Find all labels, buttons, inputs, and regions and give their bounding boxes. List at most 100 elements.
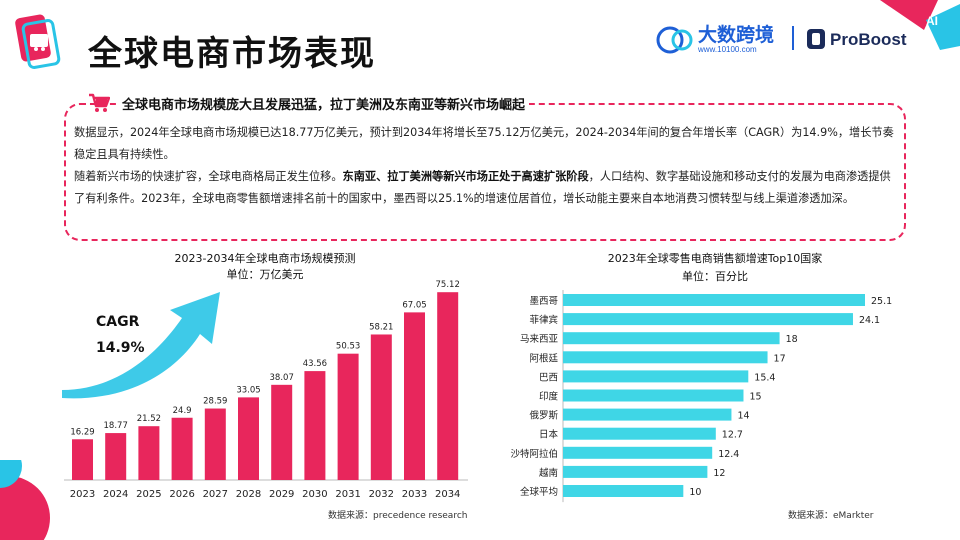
right-chart-source: 数据来源：eMarkter [788, 511, 874, 521]
hbar-日本 [563, 427, 716, 440]
y-tick-印度: 印度 [539, 391, 559, 403]
y-tick-巴西: 巴西 [539, 372, 558, 383]
brand-logos: 大数跨境 www.10100.com ProBoost AI [656, 14, 956, 64]
summary-paragraph: 数据显示，2024年全球电商市场规模已达18.77万亿美元，预计到2034年将增… [74, 122, 894, 210]
bar-label-2030: 43.56 [303, 359, 327, 369]
summary-p2-highlight: 东南亚、拉丁美洲等新兴市场正处于高速扩张阶段 [342, 170, 589, 183]
x-tick-2034: 2034 [435, 489, 460, 500]
summary-p2-c: ，人口结构、数字基础设施和移动支付的发展为电商渗透提供了有利条件。2023年，全… [74, 170, 891, 205]
hbar-label-印度: 15 [749, 392, 761, 403]
left-chart-subtitle: 单位：万亿美元 [226, 268, 304, 281]
hbar-label-越南: 12 [713, 468, 725, 479]
hbar-label-日本: 12.7 [722, 430, 743, 441]
y-tick-菲律宾: 菲律宾 [529, 314, 558, 326]
x-tick-2033: 2033 [402, 489, 427, 500]
bar-2034 [437, 292, 459, 480]
hbar-label-阿根廷: 17 [774, 353, 786, 364]
bar-label-2033: 67.05 [402, 300, 426, 310]
bar-2027 [204, 408, 226, 480]
hbar-阿根廷 [563, 351, 768, 364]
bar-label-2024: 18.77 [104, 421, 128, 431]
brand-10100-icon [656, 26, 693, 54]
hbar-印度 [563, 389, 744, 402]
hbar-label-俄罗斯: 14 [737, 411, 749, 422]
corner-decoration-top-right [880, 0, 960, 50]
y-tick-俄罗斯: 俄罗斯 [529, 410, 558, 422]
x-tick-2026: 2026 [169, 489, 194, 500]
bar-2024 [105, 433, 127, 480]
proboost-brand: ProBoost [830, 30, 907, 49]
bar-2032 [370, 334, 392, 480]
bar-label-2029: 38.07 [270, 373, 294, 383]
cagr-value: 14.9% [96, 340, 145, 356]
y-tick-马来西亚: 马来西亚 [520, 334, 559, 345]
hbar-俄罗斯 [563, 408, 732, 421]
bar-label-2028: 33.05 [236, 385, 260, 395]
bar-2033 [404, 312, 425, 480]
hbar-全球平均 [563, 485, 684, 497]
x-tick-2031: 2031 [335, 489, 360, 500]
bar-2026 [171, 417, 193, 480]
left-chart-title: 2023-2034年全球电商市场规模预测 [174, 252, 356, 265]
hbar-巴西 [563, 370, 749, 383]
bar-label-2027: 28.59 [203, 397, 227, 407]
bar-2023 [72, 439, 93, 480]
bar-label-2034: 75.12 [436, 280, 460, 290]
bar-label-2023: 16.29 [70, 427, 94, 437]
x-tick-2030: 2030 [302, 489, 327, 500]
bar-label-2031: 50.53 [336, 342, 360, 352]
growth-arrow-icon [62, 292, 220, 399]
bar-label-2026: 24.9 [173, 406, 192, 416]
bar-2029 [271, 384, 293, 480]
summary-p1: 数据显示，2024年全球电商市场规模已达18.77万亿美元，预计到2034年将增… [74, 126, 894, 161]
x-tick-2027: 2027 [203, 489, 228, 500]
cart-logo-icon [28, 30, 50, 52]
y-tick-日本: 日本 [539, 429, 559, 441]
right-chart-title: 2023年全球零售电商销售额增速Top10国家 [607, 252, 823, 265]
bar-label-2025: 21.52 [137, 414, 161, 424]
hbar-label-巴西: 15.4 [754, 372, 775, 383]
cagr-label: CAGR [96, 314, 140, 330]
section-heading: 全球电商市场规模庞大且发展迅猛，拉丁美洲及东南亚等新兴市场崛起 [118, 94, 530, 113]
hbar-label-马来西亚: 18 [786, 334, 798, 345]
shopping-cart-icon [89, 93, 110, 112]
x-tick-2028: 2028 [236, 489, 261, 500]
hbar-马来西亚 [563, 332, 780, 345]
brand-divider [792, 26, 794, 50]
ai-badge: AI [926, 14, 938, 28]
x-tick-2023: 2023 [70, 489, 95, 500]
y-tick-沙特阿拉伯: 沙特阿拉伯 [510, 448, 558, 460]
hbar-label-菲律宾: 24.1 [859, 315, 880, 326]
bar-2031 [337, 353, 359, 480]
hbar-越南 [563, 465, 708, 478]
hbar-label-全球平均: 10 [689, 487, 701, 498]
y-tick-全球平均: 全球平均 [520, 486, 558, 498]
y-tick-阿根廷: 阿根廷 [529, 352, 558, 364]
hbar-沙特阿拉伯 [563, 446, 713, 459]
x-tick-2032: 2032 [369, 489, 394, 500]
bar-label-2032: 58.21 [369, 322, 393, 332]
corner-decoration-bottom-left [0, 460, 50, 540]
y-tick-墨西哥: 墨西哥 [529, 296, 558, 307]
brand-name: 大数跨境 [698, 24, 775, 46]
page-title: 全球电商市场表现 [88, 34, 376, 74]
x-tick-2025: 2025 [136, 489, 161, 500]
summary-p2-a: 随着新兴市场的快速扩容，全球电商格局正发生位移。 [74, 170, 343, 183]
brand-url: www.10100.com [698, 45, 757, 54]
summary-p2: 随着新兴市场的快速扩容，全球电商格局正发生位移。东南亚、拉丁美洲等新兴市场正处于… [74, 166, 894, 210]
x-tick-2024: 2024 [103, 489, 128, 500]
proboost-icon [807, 29, 825, 49]
bar-2025 [138, 426, 160, 480]
hbar-墨西哥 [563, 294, 865, 306]
y-tick-越南: 越南 [539, 467, 558, 479]
x-tick-2029: 2029 [269, 489, 294, 500]
bar-2028 [238, 397, 259, 480]
hbar-label-沙特阿拉伯: 12.4 [718, 449, 739, 460]
hbar-菲律宾 [563, 313, 853, 326]
bar-2030 [304, 371, 326, 480]
hbar-label-墨西哥: 25.1 [871, 296, 892, 307]
right-chart-subtitle: 单位：百分比 [682, 270, 748, 283]
left-chart-source: 数据来源：precedence research [328, 511, 468, 521]
